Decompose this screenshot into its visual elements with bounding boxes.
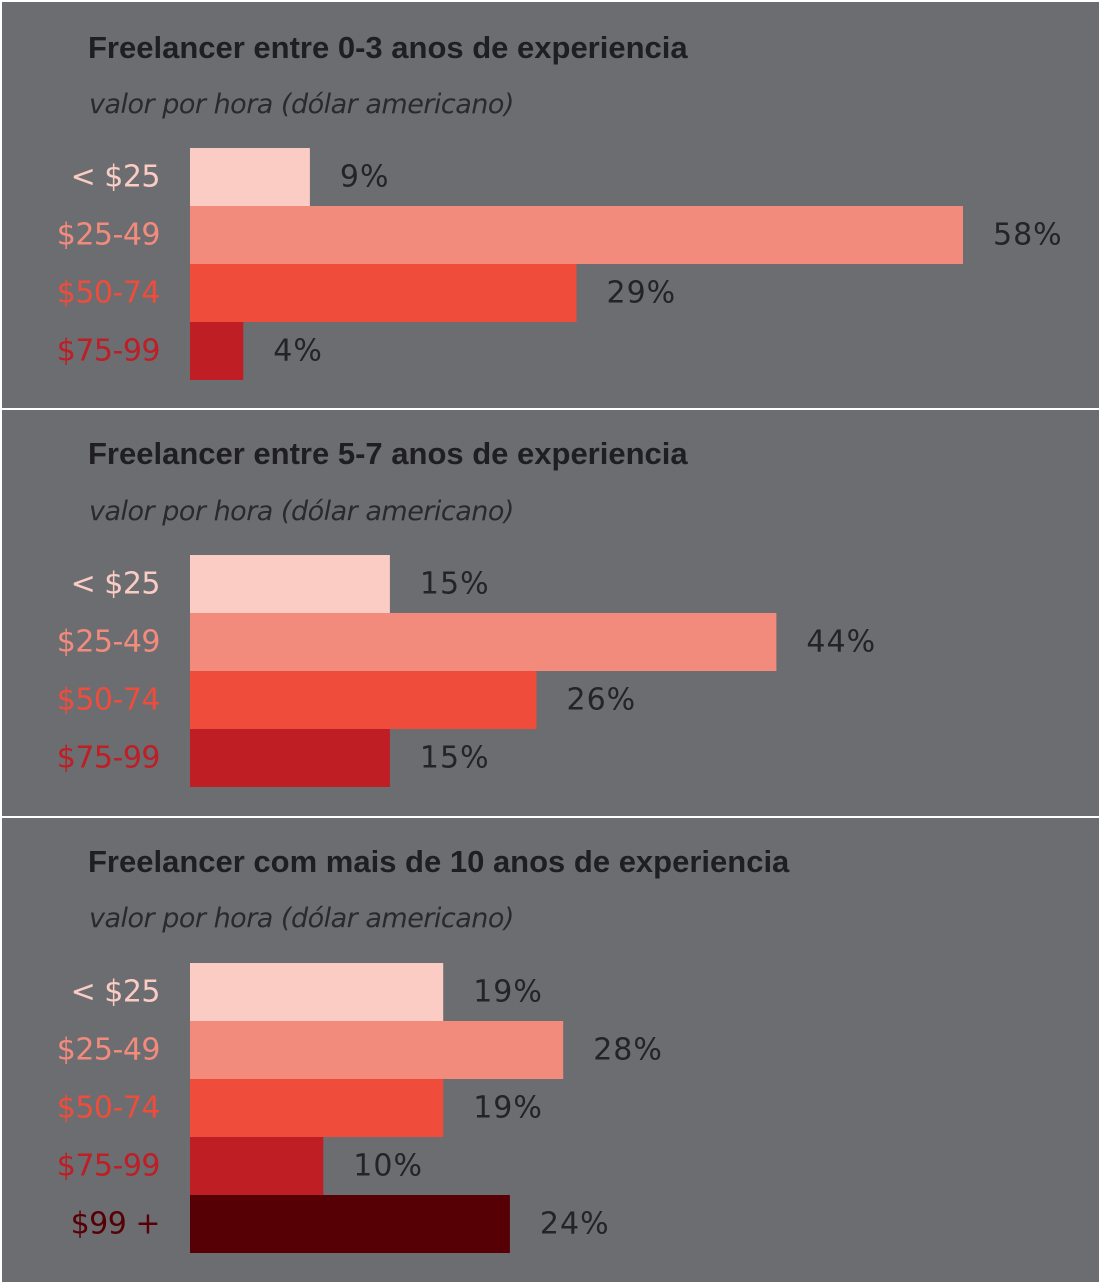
chart-title: Freelancer com mais de 10 anos de experi… bbox=[88, 844, 790, 879]
chart-subtitle: valor por hora (dólar americano) bbox=[89, 496, 514, 527]
category-label: $50-74 bbox=[57, 276, 160, 311]
bar-2 bbox=[190, 613, 777, 671]
bar-2 bbox=[190, 1021, 564, 1079]
chart-subtitle: valor por hora (dólar americano) bbox=[89, 89, 514, 120]
bar-chart-5-7-years: < $25 15% $25-49 44% $50-74 26% $75-99 15% bbox=[57, 555, 876, 787]
chart-panel-0-3-years: Freelancer entre 0-3 anos de experiencia… bbox=[0, 0, 1101, 409]
value-label: 15% bbox=[420, 567, 490, 602]
category-label: $75-99 bbox=[57, 334, 160, 369]
bar-4 bbox=[190, 322, 244, 380]
bar-chart-10-plus-years: < $25 19% $25-49 28% $50-74 19% $75-99 10% $99 +… bbox=[57, 963, 663, 1253]
bar-1 bbox=[190, 555, 390, 613]
bar-4 bbox=[190, 1137, 324, 1195]
category-label: $25-49 bbox=[57, 625, 160, 660]
chart-title: Freelancer entre 5-7 anos de experiencia bbox=[88, 436, 688, 471]
value-label: 4% bbox=[273, 334, 323, 369]
chart-panel-5-7-years: Freelancer entre 5-7 anos de experiencia… bbox=[0, 410, 1101, 817]
category-label: < $25 bbox=[71, 975, 160, 1010]
category-label: $50-74 bbox=[57, 1091, 160, 1126]
bar-2 bbox=[190, 206, 963, 264]
value-label: 24% bbox=[540, 1207, 610, 1242]
category-label: $50-74 bbox=[57, 683, 160, 718]
panel-divider bbox=[0, 408, 1101, 410]
chart-panel-10-plus-years: Freelancer com mais de 10 anos de experi… bbox=[0, 818, 1101, 1284]
category-label: < $25 bbox=[71, 160, 160, 195]
category-label: $25-49 bbox=[57, 1033, 160, 1068]
value-label: 9% bbox=[340, 160, 390, 195]
category-label: $75-99 bbox=[57, 741, 160, 776]
bar-3 bbox=[190, 264, 577, 322]
value-label: 44% bbox=[806, 625, 876, 660]
bar-3 bbox=[190, 671, 537, 729]
category-label: $75-99 bbox=[57, 1149, 160, 1184]
bar-4 bbox=[190, 729, 390, 787]
bar-5 bbox=[190, 1195, 510, 1253]
value-label: 29% bbox=[607, 276, 677, 311]
value-label: 28% bbox=[593, 1033, 663, 1068]
bar-3 bbox=[190, 1079, 444, 1137]
bar-chart-0-3-years: < $25 9% $25-49 58% $50-74 29% $75-99 4% bbox=[57, 148, 1063, 380]
chart-title: Freelancer entre 0-3 anos de experiencia bbox=[88, 30, 688, 65]
bar-1 bbox=[190, 963, 444, 1021]
value-label: 58% bbox=[993, 218, 1063, 253]
value-label: 26% bbox=[567, 683, 637, 718]
bar-1 bbox=[190, 148, 310, 206]
value-label: 19% bbox=[473, 1091, 543, 1126]
category-label: $25-49 bbox=[57, 218, 160, 253]
value-label: 15% bbox=[420, 741, 490, 776]
chart-subtitle: valor por hora (dólar americano) bbox=[89, 903, 514, 934]
category-label: $99 + bbox=[71, 1207, 160, 1242]
panel-divider bbox=[0, 816, 1101, 818]
value-label: 19% bbox=[473, 975, 543, 1010]
category-label: < $25 bbox=[71, 567, 160, 602]
value-label: 10% bbox=[353, 1149, 423, 1184]
